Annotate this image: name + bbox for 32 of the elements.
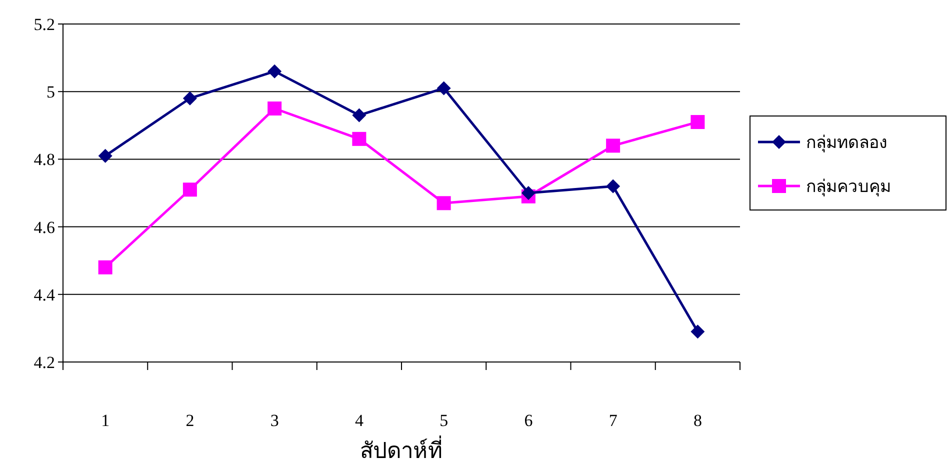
x-tick-label: 8 <box>693 411 702 430</box>
point <box>268 102 282 116</box>
y-tick-label: 4.8 <box>34 150 55 170</box>
point <box>182 91 197 106</box>
legend-label: กลุ่มควบคุม <box>806 177 891 197</box>
y-tick-label: 4.6 <box>34 218 55 237</box>
point <box>98 260 112 274</box>
y-tick-label: 5 <box>46 82 55 102</box>
point <box>690 324 705 339</box>
point <box>606 138 620 153</box>
point <box>352 108 366 122</box>
point <box>436 196 451 210</box>
point <box>182 182 197 197</box>
x-tick-label: 4 <box>354 411 364 430</box>
x-tick-label: 6 <box>524 411 533 430</box>
point <box>690 115 705 130</box>
x-tick-label: 5 <box>440 411 448 430</box>
x-tick-label: 3 <box>270 411 279 430</box>
legend-label: กลุ่มทดลอง <box>806 133 887 153</box>
x-tick-label: 7 <box>608 411 618 430</box>
point <box>436 81 451 96</box>
x-tick-label: 1 <box>101 411 110 430</box>
point <box>268 64 282 78</box>
point <box>352 132 366 146</box>
x-tick-label: 2 <box>186 411 194 430</box>
point <box>521 186 536 200</box>
point <box>606 179 620 194</box>
y-tick-label: 4.2 <box>34 353 55 372</box>
point <box>98 148 112 163</box>
y-tick-label: 5.2 <box>34 15 55 34</box>
y-tick-label: 4.4 <box>34 285 56 304</box>
x-axis-title: สัปดาห์ที่ <box>360 435 443 463</box>
